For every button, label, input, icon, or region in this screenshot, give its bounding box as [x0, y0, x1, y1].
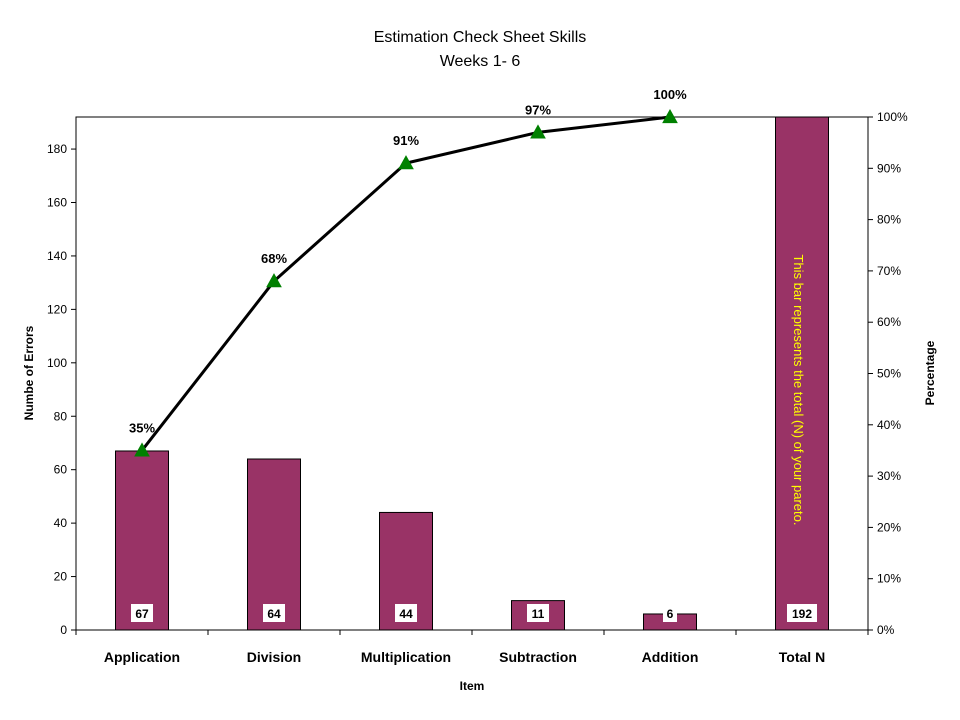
value-label: 11 — [532, 607, 545, 621]
y2-tick-label: 20% — [877, 520, 901, 534]
y-tick-label: 80 — [54, 409, 68, 423]
value-label: 6 — [667, 607, 674, 621]
y2-tick-label: 70% — [877, 264, 901, 278]
total-bar-annotation: This bar represents the total (N) of you… — [791, 255, 806, 526]
x-tick-label: Multiplication — [361, 649, 451, 665]
y-tick-label: 100 — [47, 356, 67, 370]
chart-subtitle: Weeks 1- 6 — [440, 53, 521, 70]
y2-tick-label: 40% — [877, 418, 901, 432]
x-tick-label: Addition — [642, 649, 699, 665]
y2-tick-label: 30% — [877, 469, 901, 483]
x-tick-label: Division — [247, 649, 301, 665]
value-label-box — [263, 604, 285, 622]
value-label: 67 — [135, 607, 149, 621]
y-tick-label: 0 — [60, 623, 67, 637]
y2-tick-label: 60% — [877, 315, 901, 329]
y2-tick-label: 0% — [877, 623, 895, 637]
cumulative-marker — [530, 124, 546, 139]
cumulative-label: 68% — [261, 251, 287, 266]
value-label-box — [131, 604, 153, 622]
y2-axis-title: Percentage — [923, 340, 937, 405]
value-label: 64 — [267, 607, 281, 621]
cumulative-label: 100% — [653, 87, 687, 102]
cumulative-label: 35% — [129, 420, 155, 435]
y-axis-title: Numbe of Errors — [22, 325, 36, 420]
cumulative-marker — [266, 273, 282, 288]
chart-title: Estimation Check Sheet Skills — [374, 29, 587, 46]
value-label-box — [787, 604, 817, 622]
y-tick-label: 60 — [54, 463, 68, 477]
bar-division — [247, 458, 301, 631]
x-tick-label: Subtraction — [499, 649, 577, 665]
cumulative-label: 91% — [393, 133, 419, 148]
cumulative-label: 97% — [525, 102, 551, 117]
x-tick-label: Total N — [779, 649, 825, 665]
value-label: 192 — [792, 607, 812, 621]
y2-tick-label: 90% — [877, 161, 901, 175]
value-label: 44 — [399, 607, 413, 621]
y-tick-label: 180 — [47, 142, 67, 156]
value-label-box — [527, 604, 549, 622]
y2-tick-label: 100% — [877, 110, 908, 124]
y2-tick-label: 80% — [877, 213, 901, 227]
plot-frame — [75, 116, 869, 631]
y-tick-label: 120 — [47, 302, 67, 316]
x-tick-label: Application — [104, 649, 180, 665]
y2-tick-label: 50% — [877, 367, 901, 381]
y2-tick-label: 10% — [877, 572, 901, 586]
x-axis-title: Item — [460, 679, 485, 693]
y-tick-label: 20 — [54, 570, 68, 584]
cumulative-marker — [134, 442, 150, 457]
bar-application — [115, 450, 169, 631]
cumulative-marker — [398, 155, 414, 170]
y-tick-label: 40 — [54, 516, 68, 530]
y-tick-label: 160 — [47, 196, 67, 210]
plot-area: 0 20 40 60 80 100 120 140 160 180 0% 10% 20% 30% 40% 50… — [47, 87, 908, 665]
value-label-box — [395, 604, 417, 622]
cumulative-marker — [662, 108, 678, 124]
y-tick-label: 140 — [47, 249, 67, 263]
bar-total-n — [775, 116, 829, 631]
value-label-box — [663, 604, 677, 622]
